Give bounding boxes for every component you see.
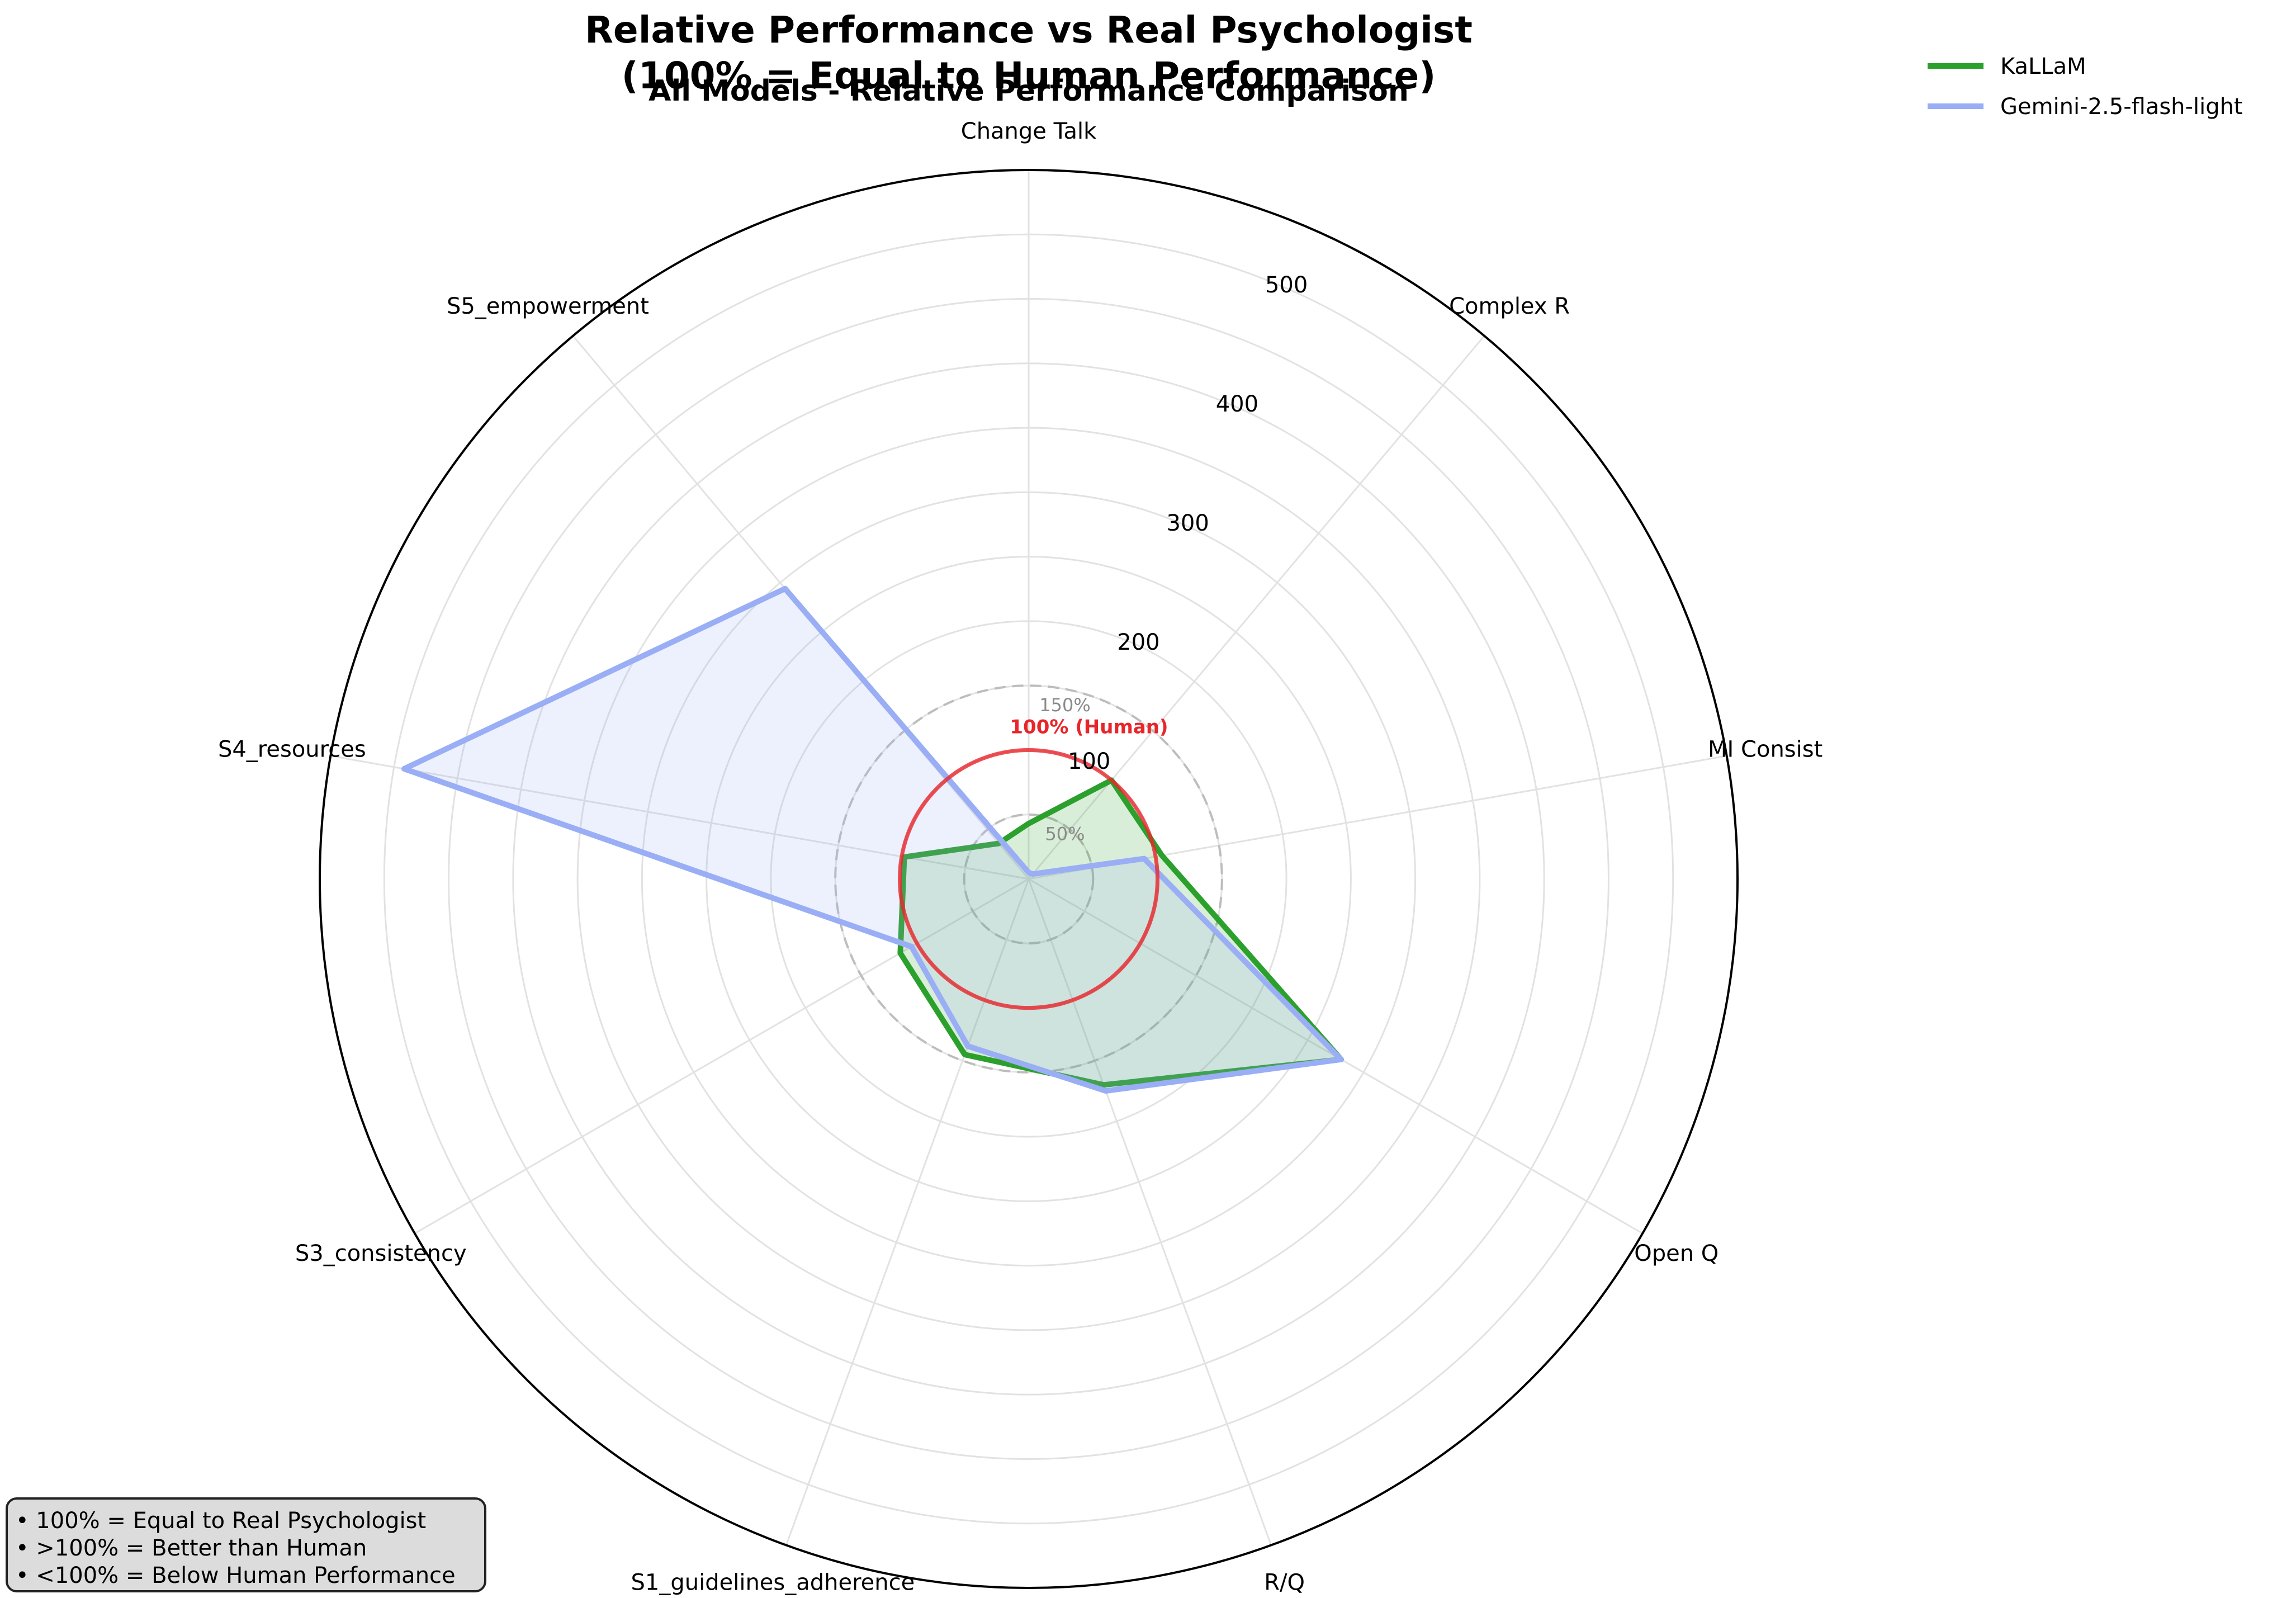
grid-spoke [785,878,1030,1546]
legend: KaLLaM Gemini-2.5-flash-light [1928,54,2243,120]
note-line: • <100% = Below Human Performance [16,1563,456,1588]
legend-label: KaLLaM [2000,54,2086,79]
grid-spoke [414,878,1029,1235]
category-label: Open Q [1634,1241,1719,1266]
grid-spoke [1028,878,1272,1546]
chart-subtitle: (100% = Equal to Human Performance) [622,54,1436,97]
radar-labels: 50% 150%100% (Human) 100 200 300 400 500 Change… [218,119,1822,1595]
notes-box: • 100% = Equal to Real Psychologist • >1… [6,1497,486,1592]
radar-series [401,585,1344,1094]
category-label: S5_empowerment [447,294,649,319]
category-label: S3_consistency [295,1241,467,1266]
reference-ring [963,813,1095,945]
chart-title: Relative Performance vs Real Psychologis… [585,8,1473,51]
note-line: • >100% = Better than Human [16,1535,367,1561]
radial-tick-label: 500 [1265,272,1308,298]
radial-tick-label: 400 [1216,391,1258,417]
radial-tick-label: 200 [1117,630,1159,655]
category-label: MI Consist [1708,737,1822,763]
grid-spoke [1028,335,1485,880]
legend-label: Gemini-2.5-flash-light [2000,94,2243,120]
radial-tick-label: 300 [1166,510,1209,536]
category-label: S1_guidelines_adherence [631,1569,915,1595]
note-line: • 100% = Equal to Real Psychologist [16,1508,427,1534]
reference-ring-label: 50% [1045,824,1085,845]
axes-title: All Models - Relative Performance Compar… [648,74,1409,108]
outer-frame [319,169,1739,1589]
radial-tick-label: 100 [1068,749,1110,774]
reference-ring [834,684,1223,1074]
radar-grid [319,169,1739,1589]
human-reference-label: 100% (Human) [1010,716,1168,738]
series-line [401,585,1344,1094]
category-label: S4_resources [218,737,366,763]
category-label: R/Q [1264,1569,1305,1595]
category-label: Change Talk [961,119,1097,144]
category-label: Complex R [1449,294,1570,319]
reference-ring-label: 150% [1039,694,1090,716]
human-reference-circle [897,748,1160,1010]
